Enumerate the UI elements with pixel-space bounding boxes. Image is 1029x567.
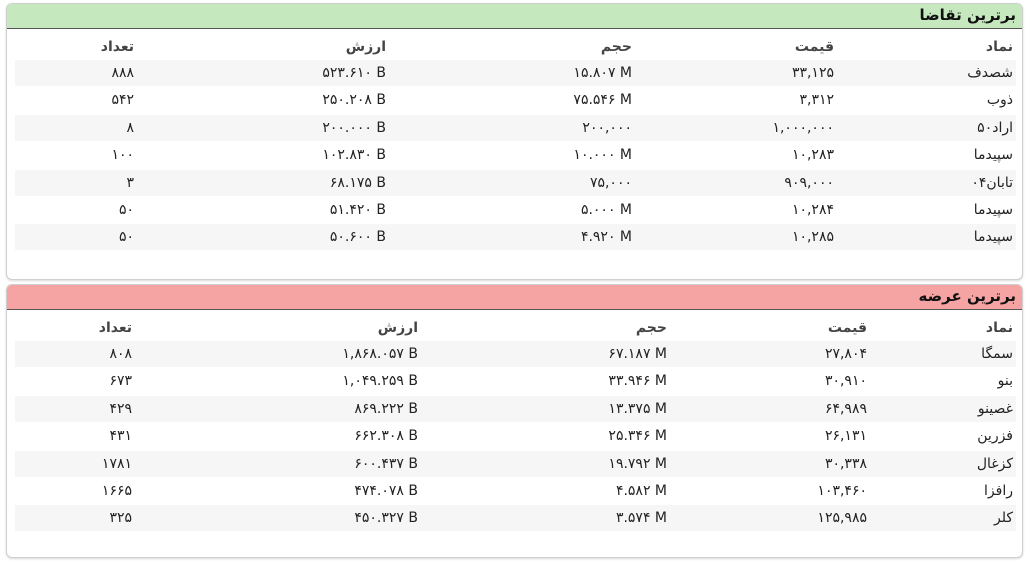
value-cell: ۳۳,۱۲۵: [791, 65, 834, 81]
value-cell: ۳,۳۱۲: [799, 92, 834, 109]
panel-title: برترین عرضه: [918, 287, 1016, 305]
value-cell: ۱۰,۲۸۴: [791, 202, 834, 218]
value-cell: ۳.۵۷۴ M: [615, 510, 667, 527]
value-cell: ۱۷۸۱: [101, 455, 132, 472]
symbol-cell: رافزا: [984, 483, 1013, 499]
column-header: حجم: [635, 320, 667, 336]
value-cell: ۱۰.۰۰۰ M: [573, 147, 632, 164]
symbol-cell: اراد۵۰: [977, 119, 1013, 136]
panel-header: برترین عرضه: [7, 285, 1022, 310]
value-cell: ۲۵.۳۴۶ M: [608, 428, 667, 445]
value-cell: ۶۸.۱۷۵ B: [329, 174, 386, 191]
value-cell: ۶۷.۱۸۷ M: [608, 346, 667, 362]
value-cell: ۲۰۰.۰۰۰ B: [322, 119, 386, 136]
row-stripe: [15, 60, 1016, 86]
symbol-cell: ذوب: [986, 92, 1013, 109]
value-cell: ۷۵,۰۰۰: [589, 174, 632, 191]
value-cell: ۶۰۰.۴۳۷ B: [354, 455, 418, 472]
value-cell: ۱,۰۰۰,۰۰۰: [772, 119, 834, 136]
row-stripe: [15, 341, 1016, 367]
value-cell: ۴۵۰.۳۲۷ B: [354, 510, 418, 527]
column-header: قیمت: [794, 39, 834, 55]
value-cell: ۱,۸۶۸.۰۵۷ B: [342, 346, 418, 362]
value-cell: ۸۰۸: [109, 346, 132, 362]
value-cell: ۱۳.۳۷۵ M: [608, 400, 667, 417]
value-cell: ۵۰: [118, 229, 134, 246]
value-cell: ۸: [126, 119, 134, 136]
symbol-cell: تابان۰۴: [971, 174, 1013, 191]
symbol-cell: فزرین: [977, 428, 1013, 445]
value-cell: ۸۸۸: [111, 65, 134, 81]
value-cell: ۵۰.۶۰۰ B: [329, 229, 386, 246]
value-cell: ۳۲۵: [109, 510, 132, 527]
value-cell: ۷۵.۵۴۶ M: [573, 92, 632, 109]
value-cell: ۶۷۳: [109, 373, 132, 390]
value-cell: ۱۶۶۵: [101, 483, 132, 499]
value-cell: ۴.۹۲۰ M: [580, 229, 632, 246]
value-cell: ۱۰,۲۸۵: [791, 229, 834, 246]
value-cell: ۵۲۳.۶۱۰ B: [322, 65, 386, 81]
value-cell: ۶۴,۹۸۹: [824, 400, 867, 417]
symbol-cell: غصینو: [977, 400, 1013, 417]
value-cell: ۳۰,۹۱۰: [824, 373, 867, 390]
symbol-cell: شصدف: [967, 65, 1013, 81]
value-cell: ۳۳.۹۴۶ M: [608, 373, 667, 390]
value-cell: ۱۲۵,۹۸۵: [817, 510, 867, 527]
symbol-cell: سپیدما: [973, 229, 1013, 246]
column-header: تعداد: [98, 320, 132, 336]
value-cell: ۱۰۰: [111, 147, 134, 164]
value-cell: ۳۰,۳۳۸: [824, 455, 867, 472]
symbol-cell: سپیدما: [973, 202, 1013, 218]
value-cell: ۴۲۹: [109, 400, 132, 417]
row-stripe: [15, 224, 1016, 251]
column-header: قیمت: [827, 320, 867, 336]
value-cell: ۴۳۱: [109, 428, 132, 445]
symbol-cell: کزغال: [976, 455, 1013, 472]
column-header: ارزش: [345, 39, 386, 55]
symbol-cell: بنو: [997, 373, 1013, 390]
table-panel: برترین تقاضا نماد قیمت حجم ارزش تعداد شصدف ۳۳,۱…: [6, 3, 1023, 280]
column-header: نماد: [985, 320, 1013, 336]
value-cell: ۴۷۴.۰۷۸ B: [354, 483, 418, 499]
column-header: نماد: [985, 39, 1013, 55]
value-cell: ۱۰,۲۸۳: [791, 147, 834, 164]
value-cell: ۵۱.۴۲۰ B: [329, 202, 386, 218]
value-cell: ۱۰۲.۸۳۰ B: [322, 147, 386, 164]
value-cell: ۱۵.۸۰۷ M: [573, 65, 632, 81]
value-cell: ۲۵۰.۲۰۸ B: [322, 92, 386, 109]
row-stripe: [15, 114, 1016, 141]
value-cell: ۱۰۳,۴۶۰: [817, 483, 867, 499]
value-cell: ۲۰۰,۰۰۰: [582, 119, 632, 136]
row-stripe: [15, 505, 1016, 532]
value-cell: ۲۶,۱۳۱: [824, 428, 867, 445]
column-header: تعداد: [100, 39, 134, 55]
value-cell: ۲۷,۸۰۴: [824, 346, 867, 362]
panel-header: برترین تقاضا: [7, 4, 1022, 29]
row-stripe: [15, 450, 1016, 477]
table-panel: برترین عرضه نماد قیمت حجم ارزش تعداد سمگا ۲۷,۸۰…: [6, 284, 1023, 558]
value-cell: ۳: [126, 174, 134, 191]
value-cell: ۹۰۹,۰۰۰: [784, 174, 834, 191]
symbol-cell: سمگا: [981, 346, 1013, 362]
value-cell: ۸۶۹.۲۲۲ B: [354, 400, 418, 417]
row-stripe: [15, 169, 1016, 196]
value-cell: ۵۰: [118, 202, 134, 218]
symbol-cell: کلر: [993, 510, 1013, 527]
value-cell: ۱,۰۴۹.۲۵۹ B: [342, 373, 418, 390]
panel-title: برترین تقاضا: [919, 6, 1016, 24]
column-header: ارزش: [377, 320, 418, 336]
symbol-cell: سپیدما: [973, 147, 1013, 164]
value-cell: ۱۹.۷۹۲ M: [608, 455, 667, 472]
row-stripe: [15, 395, 1016, 422]
value-cell: ۵۴۲: [111, 92, 134, 109]
value-cell: ۵.۰۰۰ M: [580, 202, 632, 218]
value-cell: ۴.۵۸۲ M: [615, 483, 667, 499]
value-cell: ۶۶۲.۳۰۸ B: [354, 428, 418, 445]
column-header: حجم: [600, 39, 632, 55]
